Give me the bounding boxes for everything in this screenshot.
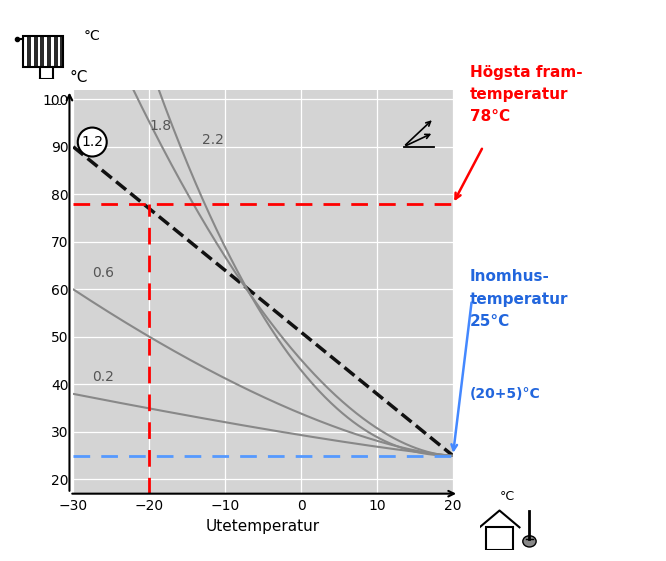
Text: 0.2: 0.2 [92,370,114,384]
Bar [57,36,61,67]
Text: 78°C: 78°C [470,109,509,125]
Text: 1.2: 1.2 [81,135,103,149]
Circle shape [523,536,536,547]
Bar [43,36,48,67]
Text: 0.6: 0.6 [92,266,115,280]
Text: °C: °C [500,490,515,503]
Text: temperatur: temperatur [470,87,568,102]
Text: Högsta fram-: Högsta fram- [470,65,582,80]
Bar [30,36,35,67]
Text: 1.8: 1.8 [149,118,171,132]
Text: °C: °C [69,70,88,85]
Text: temperatur: temperatur [470,292,568,307]
Text: (20+5)°C: (20+5)°C [470,387,540,401]
Bar [37,36,41,67]
Text: °C: °C [83,30,100,43]
Bar [50,36,55,67]
X-axis label: Utetemperatur: Utetemperatur [206,519,320,535]
Text: 25°C: 25°C [470,314,509,329]
Text: - -: - - [51,99,62,109]
Text: 2.2: 2.2 [202,133,224,147]
Bar [23,36,63,67]
Bar [23,36,28,67]
Text: Inomhus-: Inomhus- [470,269,549,284]
